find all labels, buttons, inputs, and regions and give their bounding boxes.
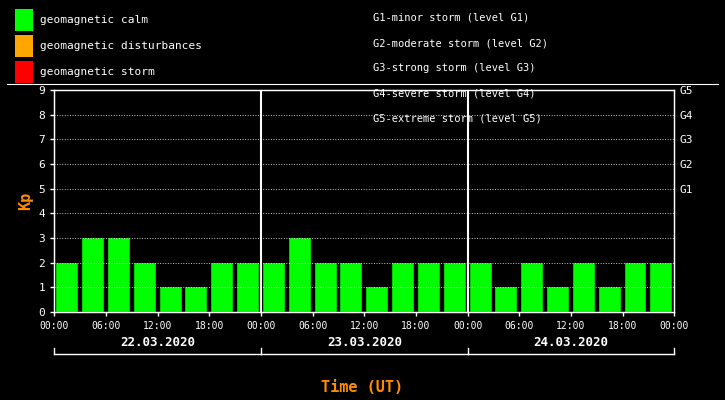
Bar <box>547 287 569 312</box>
Bar <box>263 263 285 312</box>
Bar <box>624 263 647 312</box>
Bar <box>108 238 130 312</box>
Text: G4-severe storm (level G4): G4-severe storm (level G4) <box>373 89 536 99</box>
Bar <box>82 238 104 312</box>
Bar <box>521 263 543 312</box>
Text: geomagnetic storm: geomagnetic storm <box>40 67 154 77</box>
Bar <box>650 263 672 312</box>
Bar <box>160 287 181 312</box>
Bar <box>366 287 388 312</box>
Bar <box>470 263 492 312</box>
Bar <box>211 263 233 312</box>
Text: G3-strong storm (level G3): G3-strong storm (level G3) <box>373 64 536 74</box>
Bar <box>315 263 336 312</box>
Text: G5-extreme storm (level G5): G5-extreme storm (level G5) <box>373 114 542 124</box>
Text: G1-minor storm (level G1): G1-minor storm (level G1) <box>373 13 530 23</box>
Bar <box>418 263 440 312</box>
Bar <box>599 287 621 312</box>
Bar <box>289 238 311 312</box>
Bar <box>573 263 594 312</box>
Bar <box>237 263 259 312</box>
Text: geomagnetic calm: geomagnetic calm <box>40 15 148 25</box>
Bar <box>341 263 362 312</box>
Bar <box>186 287 207 312</box>
Text: Time (UT): Time (UT) <box>321 380 404 396</box>
Text: 24.03.2020: 24.03.2020 <box>534 336 608 348</box>
Bar <box>495 287 518 312</box>
Text: 22.03.2020: 22.03.2020 <box>120 336 195 348</box>
Bar <box>57 263 78 312</box>
Text: 23.03.2020: 23.03.2020 <box>327 336 402 348</box>
Bar <box>392 263 414 312</box>
Bar <box>134 263 156 312</box>
Y-axis label: Kp: Kp <box>18 192 33 210</box>
Text: geomagnetic disturbances: geomagnetic disturbances <box>40 41 202 51</box>
Bar <box>444 263 465 312</box>
Text: G2-moderate storm (level G2): G2-moderate storm (level G2) <box>373 38 548 48</box>
